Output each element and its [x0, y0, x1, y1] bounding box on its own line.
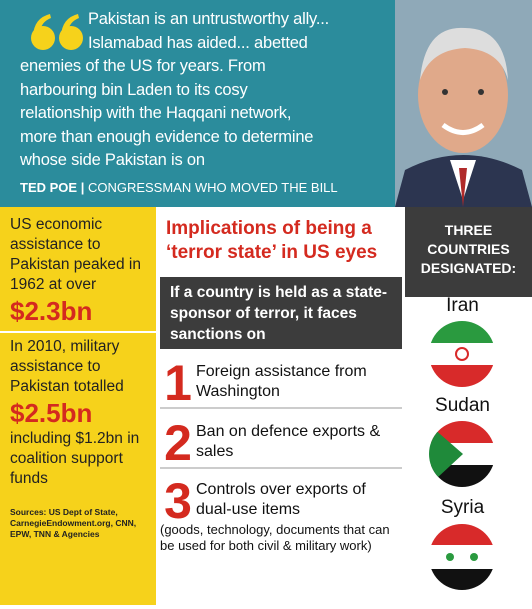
sanction-item: 2 Ban on defence exports & sales [160, 415, 402, 471]
flag-sudan [429, 421, 495, 487]
implications-title: Implications of being a ‘terror state’ i… [166, 218, 378, 263]
sanction-note: (goods, technology, documents that can b… [160, 522, 390, 553]
sanction-text: Ban on defence exports & sales [196, 423, 381, 460]
aid-text: In 2010, military assistance to Pakistan… [10, 338, 124, 395]
implications-panel: Implications of being a ‘terror state’ i… [160, 207, 402, 605]
quote-line: more than enough evidence to determine [20, 127, 314, 146]
sanction-text: Controls over exports of dual-use items [196, 481, 366, 518]
quote-line: enemies of the US for years. From [20, 57, 266, 75]
quote-line: whose side Pakistan is on [20, 151, 205, 169]
sanction-number: 1 [164, 355, 192, 411]
sanction-body: Controls over exports of dual-use items (… [160, 477, 402, 554]
sanction-item: 3 Controls over exports of dual-use items… [160, 473, 402, 554]
quote-line: relationship with the Haqqani network, [20, 104, 292, 122]
implications-intro: If a country is held as a state-sponsor … [160, 277, 402, 349]
country-name: Syria [440, 497, 485, 518]
sanction-item: 1 Foreign assistance from Washington [160, 355, 402, 411]
flag-syria [429, 524, 495, 590]
attribution: TED POE | CONGRESSMAN WHO MOVED THE BILL [20, 180, 338, 195]
sanction-body: Foreign assistance from Washington [196, 359, 402, 407]
quote-panel: Pakistan is an untrustworthy ally... Isla… [0, 0, 532, 207]
designated-panel: THREE COUNTRIES DESIGNATED: Iran Sudan Syr… [405, 207, 532, 605]
quote-line: Islamabad has aided... abetted [88, 33, 308, 52]
sources: Sources: US Dept of State, CarnegieEndow… [10, 507, 137, 539]
quote-line: harbouring bin Laden to its cosy [20, 80, 248, 99]
sanction-number: 3 [164, 473, 192, 529]
portrait [395, 0, 532, 207]
aid-text: including $1.2bn in coalition support fu… [10, 430, 140, 487]
flag-iran [429, 321, 495, 387]
speaker-name: TED POE [20, 180, 78, 195]
aid-text: US economic assistance to Pakistan peake… [10, 216, 141, 293]
quote-mark [31, 14, 83, 50]
separator [0, 331, 156, 333]
quote-line: Pakistan is an untrustworthy ally... [88, 10, 330, 28]
aid-figure: $2.3bn [10, 296, 93, 326]
sanction-body: Ban on defence exports & sales [196, 419, 402, 467]
sanction-number: 2 [164, 415, 192, 471]
designated-title: THREE COUNTRIES DESIGNATED: [405, 207, 532, 297]
aid-panel: US economic assistance to Pakistan peake… [0, 207, 156, 605]
country-name: Sudan [435, 395, 490, 416]
aid-figure: $2.5bn [10, 398, 93, 428]
speaker-role: CONGRESSMAN WHO MOVED THE BILL [87, 180, 338, 195]
quote: Pakistan is an untrustworthy ally... Isla… [20, 8, 400, 173]
sanction-text: Foreign assistance from Washington [196, 363, 367, 400]
flags [429, 321, 495, 590]
country-name: Iran [446, 295, 479, 316]
